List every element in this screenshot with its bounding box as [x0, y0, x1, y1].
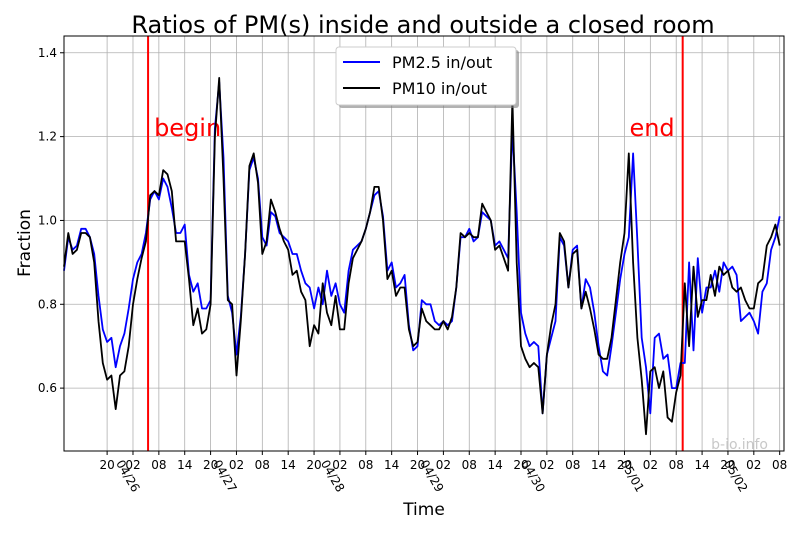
x-tick-label: 08 — [151, 458, 166, 472]
x-tick-label: 02 — [746, 458, 761, 472]
x-tick-label: 08 — [358, 458, 373, 472]
x-tick-label: 20 — [410, 458, 425, 472]
x-tick-label: 14 — [694, 458, 709, 472]
y-tick-label: 1.2 — [38, 130, 57, 144]
x-tick-label: 14 — [281, 458, 296, 472]
x-tick-label: 08 — [669, 458, 684, 472]
x-tick-label: 02 — [332, 458, 347, 472]
x-tick-label: 20 — [617, 458, 632, 472]
series-line-pm10 — [63, 77, 781, 436]
x-tick-label: 02 — [539, 458, 554, 472]
legend-label-pm10: PM10 in/out — [392, 79, 487, 98]
x-tick-label: 14 — [591, 458, 606, 472]
x-axis-label: Time — [402, 500, 445, 520]
legend: PM2.5 in/out PM10 in/out — [335, 46, 519, 108]
chart-title: Ratios of PM(s) inside and outside a clo… — [131, 11, 714, 39]
legend-box — [335, 46, 517, 106]
x-tick-label: 14 — [177, 458, 192, 472]
event-label-begin: begin — [154, 114, 221, 142]
y-tick-label: 1.0 — [38, 213, 57, 227]
x-tick-label: 08 — [772, 458, 787, 472]
y-tick-label: 1.4 — [38, 46, 57, 60]
y-axis-label: Fraction — [15, 209, 35, 277]
x-tick-label: 08 — [462, 458, 477, 472]
series — [63, 77, 781, 436]
event-label-end: end — [629, 114, 674, 142]
y-axis: 0.6 0.8 1.0 1.2 1.4 — [38, 46, 64, 395]
x-tick-label: 20 — [203, 458, 218, 472]
x-tick-label: 14 — [384, 458, 399, 472]
plot-frame — [63, 35, 785, 452]
x-tick-label: 14 — [487, 458, 502, 472]
x-tick-label: 02 — [436, 458, 451, 472]
x-tick-label: 20 — [513, 458, 528, 472]
y-tick-label: 0.6 — [38, 381, 57, 395]
x-tick-label: 08 — [255, 458, 270, 472]
grid — [64, 36, 784, 451]
x-tick-label: 20 — [720, 458, 735, 472]
x-tick-label: 02 — [643, 458, 658, 472]
x-tick-label: 20 — [306, 458, 321, 472]
series-line-pm25 — [63, 81, 781, 415]
x-tick-label: 20 — [99, 458, 114, 472]
legend-label-pm25: PM2.5 in/out — [392, 53, 492, 72]
x-tick-label: 08 — [565, 458, 580, 472]
x-tick-label: 02 — [229, 458, 244, 472]
y-tick-label: 0.8 — [38, 297, 57, 311]
watermark: b-io.info — [711, 437, 768, 453]
event-markers: begin end — [147, 36, 684, 451]
x-tick-label: 02 — [125, 458, 140, 472]
